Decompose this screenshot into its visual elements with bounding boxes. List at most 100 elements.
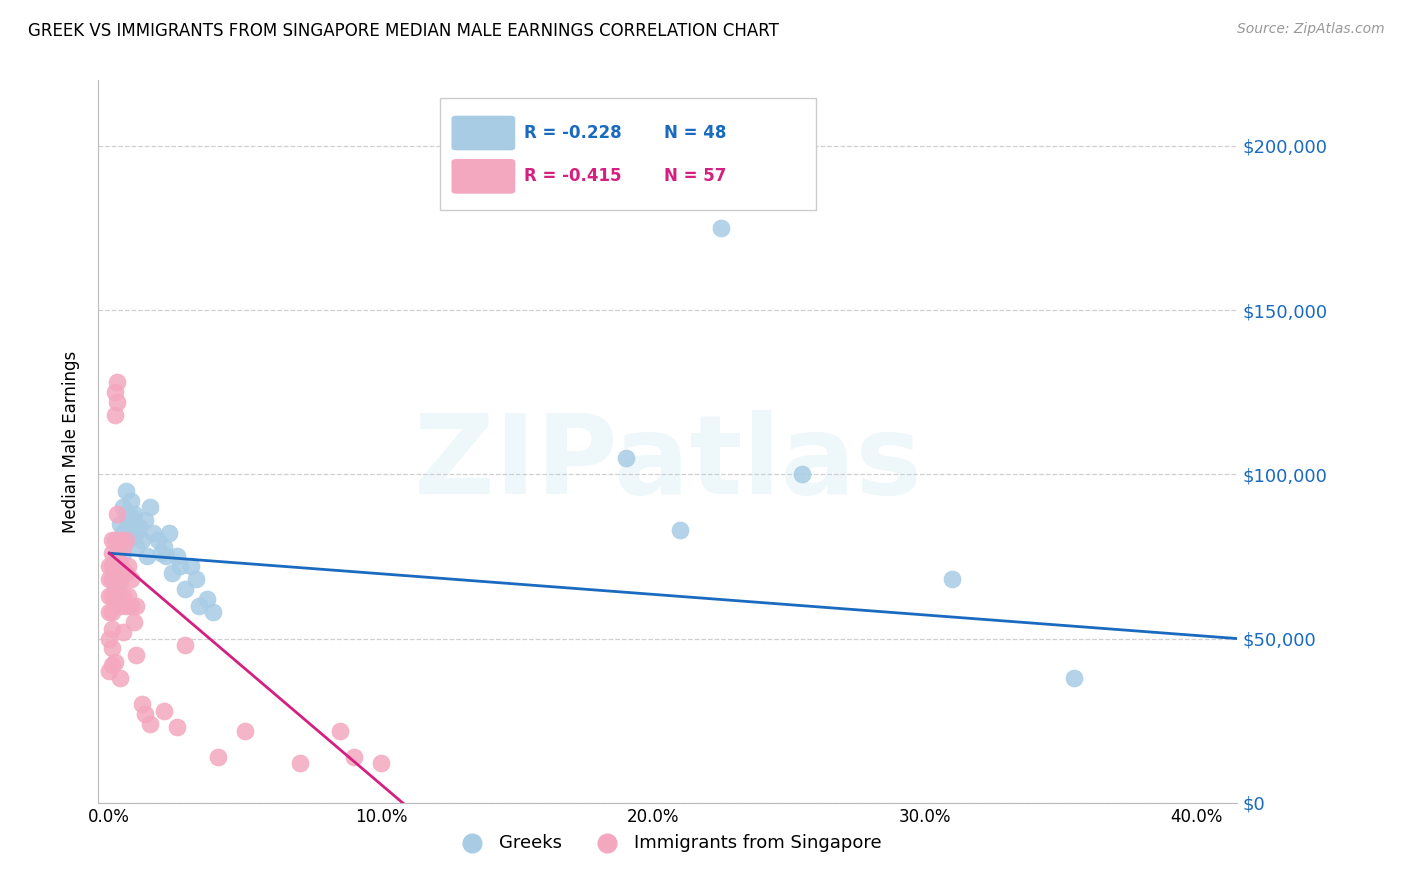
Point: [149, 546, 172, 560]
Text: R = -0.228: R = -0.228: [524, 124, 621, 142]
Point: [101, 559, 124, 574]
Point: [98, 589, 121, 603]
Point: [101, 622, 124, 636]
Point: [669, 523, 692, 537]
Point: [101, 589, 124, 603]
Point: [108, 671, 131, 685]
Point: [111, 589, 134, 603]
Point: [114, 599, 136, 613]
Point: [174, 582, 197, 597]
Point: [134, 513, 156, 527]
Point: [169, 559, 191, 574]
Point: [792, 467, 814, 482]
Point: [107, 582, 129, 597]
Y-axis label: Median Male Earnings: Median Male Earnings: [62, 351, 80, 533]
Point: [98, 632, 121, 646]
Point: [188, 599, 211, 613]
Point: [166, 549, 188, 564]
Point: [107, 549, 129, 564]
Point: [125, 599, 148, 613]
Point: [166, 720, 188, 734]
Point: [107, 376, 129, 390]
Point: [131, 533, 153, 547]
Point: [114, 507, 136, 521]
Point: [117, 533, 139, 547]
Point: [111, 526, 134, 541]
Point: [114, 533, 136, 547]
Text: GREEK VS IMMIGRANTS FROM SINGAPORE MEDIAN MALE EARNINGS CORRELATION CHART: GREEK VS IMMIGRANTS FROM SINGAPORE MEDIA…: [28, 22, 779, 40]
Point: [107, 573, 129, 587]
Point: [104, 559, 127, 574]
Point: [120, 493, 142, 508]
Point: [152, 704, 174, 718]
Point: [180, 559, 202, 574]
Point: [104, 553, 127, 567]
Point: [114, 483, 136, 498]
Point: [186, 573, 208, 587]
Point: [148, 533, 170, 547]
Point: [233, 723, 256, 738]
Point: [155, 549, 177, 564]
Point: [108, 516, 131, 531]
Point: [343, 749, 366, 764]
Legend: Greeks, Immigrants from Singapore: Greeks, Immigrants from Singapore: [447, 826, 889, 859]
Point: [104, 533, 127, 547]
Point: [160, 566, 183, 580]
Point: [117, 589, 139, 603]
Point: [104, 655, 127, 669]
Point: [174, 638, 197, 652]
Point: [131, 698, 153, 712]
Point: [941, 573, 963, 587]
Point: [101, 657, 124, 672]
Point: [101, 573, 124, 587]
Point: [108, 533, 131, 547]
Text: Source: ZipAtlas.com: Source: ZipAtlas.com: [1237, 22, 1385, 37]
Point: [710, 221, 733, 235]
Point: [101, 573, 124, 587]
Point: [117, 516, 139, 531]
Point: [136, 549, 159, 564]
Point: [111, 500, 134, 515]
Point: [125, 540, 148, 554]
Point: [111, 625, 134, 640]
Point: [101, 605, 124, 619]
Point: [111, 546, 134, 560]
Point: [104, 385, 127, 400]
Point: [139, 500, 162, 515]
FancyBboxPatch shape: [440, 98, 815, 211]
Point: [329, 723, 352, 738]
Point: [128, 520, 150, 534]
Point: [207, 749, 229, 764]
Point: [195, 592, 218, 607]
Point: [107, 566, 129, 580]
Point: [101, 641, 124, 656]
Point: [122, 615, 145, 630]
Point: [98, 573, 121, 587]
Point: [120, 510, 142, 524]
Point: [107, 507, 129, 521]
Text: N = 57: N = 57: [665, 168, 727, 186]
Point: [288, 756, 311, 771]
Point: [101, 559, 124, 574]
Point: [108, 575, 131, 590]
Point: [370, 756, 392, 771]
Point: [98, 665, 121, 679]
Point: [157, 526, 180, 541]
Point: [139, 717, 162, 731]
Point: [108, 599, 131, 613]
Point: [122, 507, 145, 521]
Point: [111, 563, 134, 577]
Point: [104, 582, 127, 597]
Point: [98, 559, 121, 574]
Point: [120, 599, 142, 613]
Point: [120, 573, 142, 587]
Text: N = 48: N = 48: [665, 124, 727, 142]
FancyBboxPatch shape: [451, 159, 515, 194]
Point: [114, 566, 136, 580]
Point: [101, 533, 124, 547]
Point: [111, 540, 134, 554]
Point: [108, 540, 131, 554]
Point: [134, 707, 156, 722]
Point: [614, 450, 637, 465]
Point: [142, 526, 165, 541]
